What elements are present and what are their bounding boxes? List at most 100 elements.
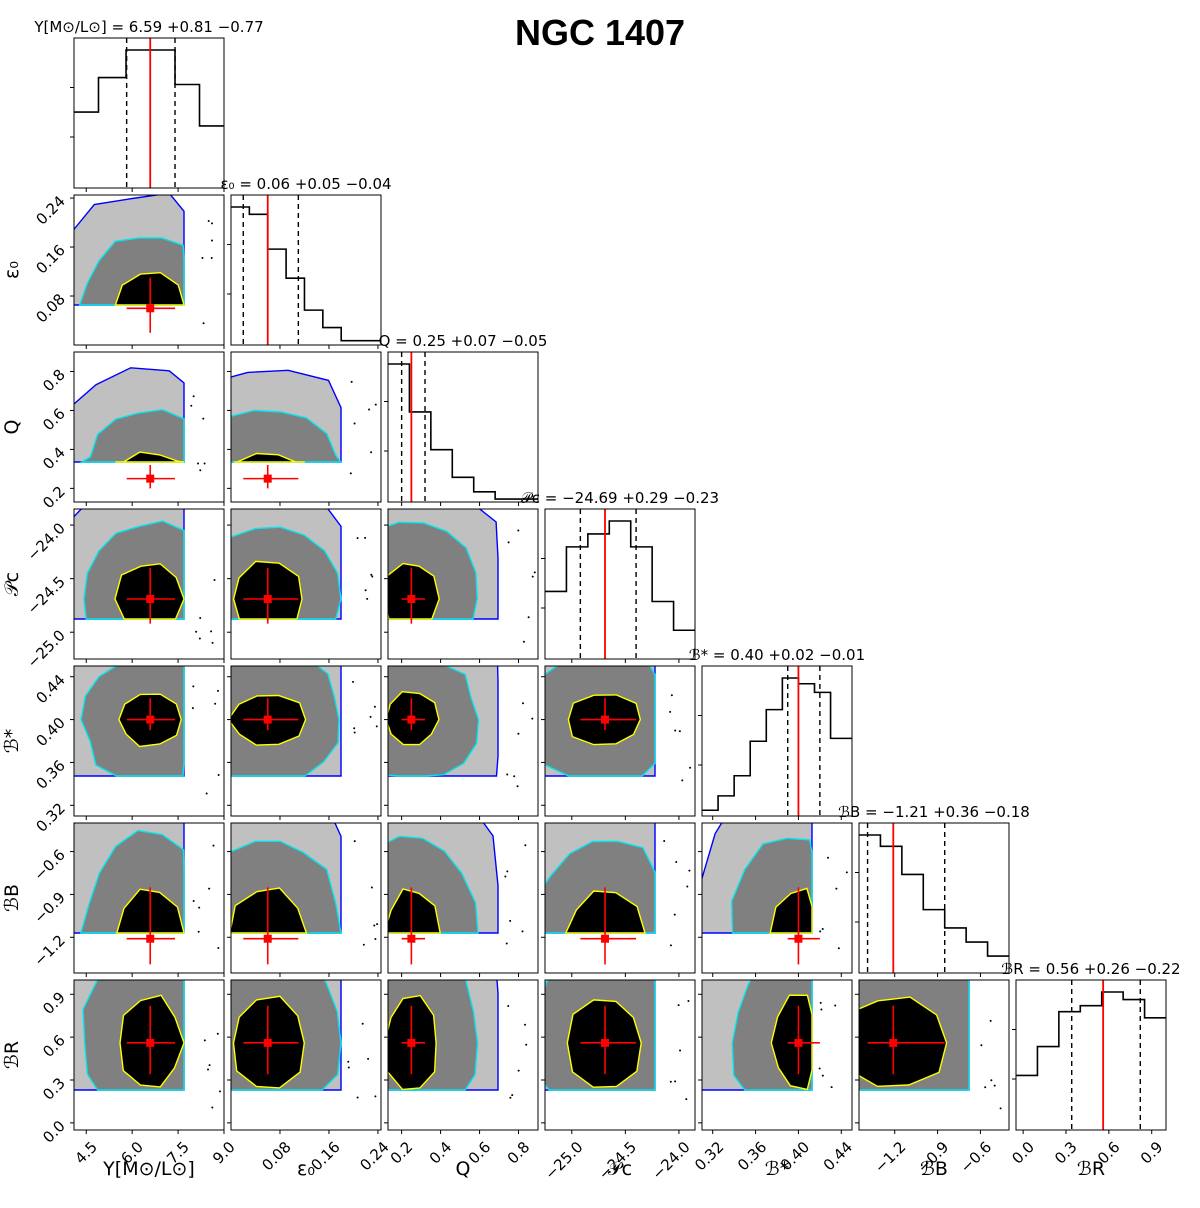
- x-axis-label-Bstar: ℬ*: [765, 1158, 789, 1180]
- panel-frame: [858, 979, 1010, 1131]
- outlier-point: [376, 923, 379, 926]
- outlier-point: [347, 1066, 350, 1069]
- outlier-point: [374, 403, 377, 406]
- density-levels: [74, 509, 224, 659]
- outlier-point: [367, 1057, 370, 1060]
- outlier-point: [353, 840, 356, 843]
- y-axis-label-Q: Q: [1, 420, 23, 435]
- contour-panel-Bstar-BR: 0.32 0.36 0.40 0.44: [691, 979, 856, 1174]
- density-levels: [388, 980, 538, 1130]
- outlier-point: [516, 785, 519, 788]
- outlier-point: [990, 1079, 993, 1082]
- density-levels: [74, 666, 224, 816]
- outlier-point: [350, 380, 353, 383]
- contour-panel-Pc-Bstar: [541, 665, 696, 820]
- outlier-point: [507, 541, 510, 544]
- x-tick-label: −0.6: [957, 1138, 995, 1176]
- outlier-point: [506, 870, 509, 873]
- density-levels: [74, 352, 224, 502]
- median-marker: [263, 934, 272, 943]
- panel-title: ℬ* = 0.40 +0.02 −0.01: [689, 646, 865, 664]
- y-tick-label: −1.2: [30, 931, 68, 969]
- outlier-point: [989, 1019, 992, 1022]
- outlier-point: [199, 469, 202, 472]
- outlier-point: [371, 575, 374, 578]
- level-1sigma: [233, 452, 305, 463]
- contour-panel-Q-BR: 0.2 0.4 0.6 0.8: [384, 979, 539, 1168]
- outlier-point: [509, 1096, 512, 1099]
- panel-frame: [230, 979, 382, 1131]
- panel-title: ℬB = −1.21 +0.36 −0.18: [838, 803, 1030, 821]
- x-tick-label: −1.2: [871, 1138, 909, 1176]
- y-tick-label: 0.36: [32, 757, 68, 793]
- level-1sigma: [859, 996, 948, 1088]
- y-tick-label: 0.32: [32, 799, 68, 835]
- outlier-point: [211, 222, 214, 225]
- outlier-point: [208, 887, 211, 890]
- outlier-point: [218, 1090, 221, 1093]
- panel-title: ε₀ = 0.06 +0.05 −0.04: [220, 175, 391, 193]
- panel-frame: [1015, 979, 1167, 1131]
- outlier-point: [353, 731, 356, 734]
- panel-frame: [387, 822, 539, 974]
- outlier-point: [505, 942, 508, 945]
- outlier-point: [677, 1004, 680, 1007]
- histogram-step: [859, 834, 1009, 957]
- outlier-point: [685, 1098, 688, 1101]
- density-levels: [231, 509, 381, 659]
- hist-panel-eps0: ε₀ = 0.06 +0.05 −0.04: [220, 175, 392, 349]
- outlier-point: [531, 575, 534, 578]
- outlier-point: [198, 637, 201, 640]
- panel-frame: [230, 508, 382, 660]
- outlier-point: [827, 856, 830, 859]
- median-marker: [263, 715, 272, 724]
- panel-frame: [230, 351, 382, 503]
- median-marker: [601, 715, 609, 724]
- outlier-point: [199, 616, 202, 619]
- outlier-point: [820, 1008, 823, 1011]
- level-1sigma: [388, 888, 442, 934]
- outlier-point: [207, 1068, 210, 1071]
- outlier-point: [197, 462, 200, 465]
- outlier-point: [373, 705, 376, 708]
- level-1sigma: [115, 451, 185, 463]
- panel-frame: [73, 665, 225, 817]
- outlier-point: [531, 717, 534, 720]
- contour-panel-BB-BR: −1.2 −0.9 −0.6: [855, 979, 1010, 1177]
- outlier-point: [353, 727, 356, 730]
- y-tick-label: 0.9: [39, 988, 69, 1018]
- contour-panel-upsilon-Q: 0.2 0.4 0.6 0.8: [39, 351, 225, 512]
- y-tick-label: −24.5: [24, 573, 69, 618]
- histogram-step: [1016, 991, 1166, 1077]
- density-levels: [231, 980, 381, 1130]
- histogram-step: [545, 520, 695, 632]
- density-levels: [74, 823, 224, 973]
- y-axis-label-Pc: 𝒫c: [1, 572, 23, 596]
- contour-panel-Q-BB: [384, 822, 539, 977]
- contour-panel-Pc-BR: −25.0 −24.5 −24.0: [541, 979, 696, 1183]
- median-marker: [263, 595, 272, 603]
- y-tick-label: 0.6: [39, 405, 69, 435]
- outlier-point: [211, 1106, 214, 1109]
- density-levels: [388, 823, 538, 973]
- panel-frame: [544, 665, 696, 817]
- x-tick-label: 0.4: [426, 1138, 456, 1168]
- histogram-step: [231, 206, 381, 342]
- outlier-point: [524, 1023, 527, 1026]
- outlier-point: [679, 1049, 682, 1052]
- outlier-point: [369, 715, 372, 718]
- x-tick-label: 0.44: [820, 1138, 856, 1174]
- contour-panel-eps0-BR: 0.08 0.16 0.24: [227, 979, 393, 1174]
- median-marker: [601, 934, 609, 943]
- median-marker: [146, 304, 155, 313]
- outlier-point: [207, 220, 210, 223]
- outlier-point: [674, 729, 677, 732]
- outlier-point: [205, 792, 208, 795]
- x-tick-label: 9.0: [209, 1138, 239, 1168]
- y-axis-label-BB: ℬB: [1, 884, 23, 912]
- level-1sigma: [231, 887, 308, 934]
- outlier-point: [517, 732, 520, 735]
- outlier-point: [669, 1080, 672, 1083]
- outlier-point: [198, 906, 201, 909]
- contour-panel-upsilon-eps0: 0.08 0.16 0.24: [32, 192, 225, 349]
